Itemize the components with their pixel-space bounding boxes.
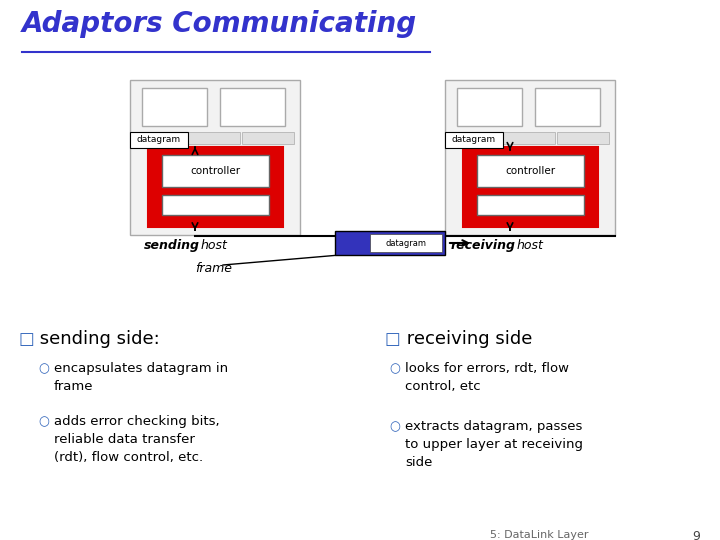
Text: Adaptors Communicating: Adaptors Communicating [22, 10, 417, 38]
Bar [148, 147, 283, 227]
Bar [557, 132, 609, 144]
Text: extracts datagram, passes
to upper layer at receiving
side: extracts datagram, passes to upper layer… [405, 420, 583, 469]
Text: adds error checking bits,
reliable data transfer
(rdt), flow control, etc.: adds error checking bits, reliable data … [54, 415, 220, 464]
Bar [242, 132, 294, 144]
Text: host: host [517, 239, 544, 252]
Bar [449, 132, 501, 144]
Text: looks for errors, rdt, flow
control, etc: looks for errors, rdt, flow control, etc [405, 362, 569, 393]
Bar [335, 231, 445, 255]
Text: sending side:: sending side: [34, 330, 160, 348]
Text: controller: controller [505, 166, 555, 176]
Text: host: host [201, 239, 228, 252]
Bar [535, 88, 600, 126]
Text: ○: ○ [38, 415, 49, 428]
Bar [220, 88, 285, 126]
Text: receiving: receiving [451, 239, 516, 252]
Bar [457, 88, 522, 126]
Bar [477, 195, 584, 215]
Text: datagram: datagram [385, 239, 426, 247]
Text: ○: ○ [38, 362, 49, 375]
Text: ○: ○ [389, 420, 400, 433]
Text: datagram: datagram [137, 136, 181, 145]
Bar [370, 234, 442, 252]
Text: 5: DataLink Layer: 5: DataLink Layer [490, 530, 588, 540]
Bar [142, 88, 207, 126]
Bar [134, 132, 186, 144]
Text: ○: ○ [389, 362, 400, 375]
Bar [188, 132, 240, 144]
Bar [445, 80, 615, 235]
Text: □: □ [18, 330, 34, 348]
Text: controller: controller [190, 166, 240, 176]
Text: frame: frame [195, 261, 232, 274]
Text: receiving side: receiving side [401, 330, 532, 348]
Text: sending: sending [144, 239, 200, 252]
Text: encapsulates datagram in
frame: encapsulates datagram in frame [54, 362, 228, 393]
Bar [477, 155, 584, 187]
Bar [130, 80, 300, 235]
Text: datagram: datagram [452, 136, 496, 145]
Bar [445, 132, 503, 148]
Bar [463, 147, 598, 227]
Bar [503, 132, 555, 144]
Text: □: □ [385, 330, 401, 348]
Bar [162, 155, 269, 187]
Text: 9: 9 [692, 530, 700, 540]
Bar [162, 195, 269, 215]
Bar [130, 132, 188, 148]
